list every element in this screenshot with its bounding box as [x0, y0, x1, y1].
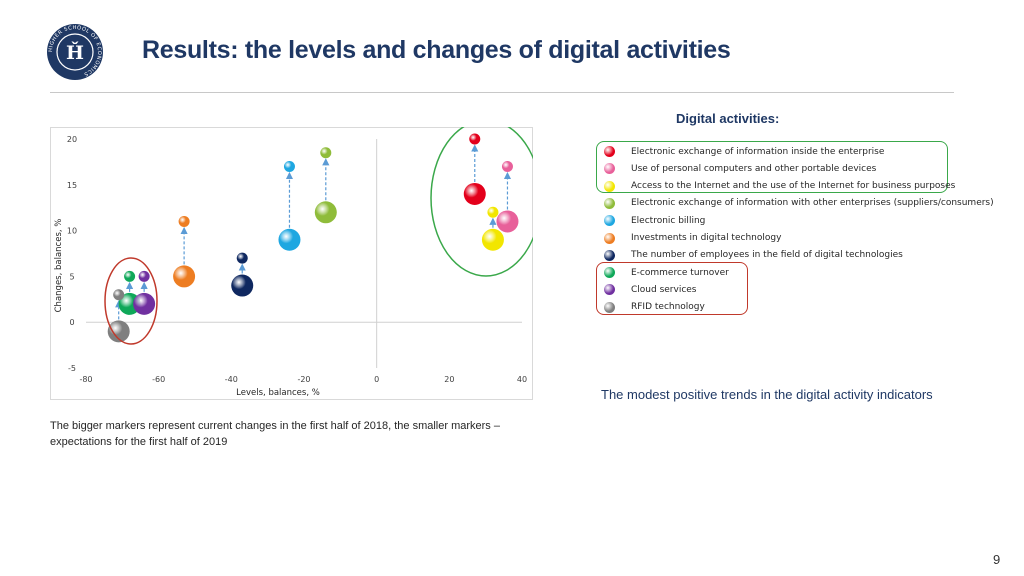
- legend-marker: [604, 267, 615, 279]
- svg-text:Ȟ: Ȟ: [66, 41, 84, 64]
- y-tick-label: 10: [67, 227, 77, 236]
- legend-marker: [604, 301, 615, 313]
- y-tick-label: 15: [67, 181, 77, 190]
- legend-label: Electronic exchange of information with …: [631, 198, 994, 209]
- legend-item: Use of personal computers and other port…: [604, 160, 1004, 177]
- scatter-chart: -80 -60 -40 -20 0 20 40 -5 0 5 10 15 20 Levels, balan…: [54, 127, 533, 398]
- current-marker: [314, 201, 337, 224]
- expected-marker: [469, 133, 481, 145]
- expected-marker: [113, 289, 125, 301]
- trend-note: The modest positive trends in the digita…: [601, 387, 933, 402]
- current-marker: [173, 265, 196, 288]
- legend-marker: [604, 284, 615, 296]
- expected-marker: [487, 206, 499, 218]
- highlight-ellipse-red: [104, 257, 158, 345]
- current-marker: [463, 182, 486, 205]
- y-tick-label: -5: [68, 364, 76, 373]
- legend-marker: [604, 197, 615, 209]
- legend-marker: [604, 180, 615, 192]
- legend-item: Access to the Internet and the use of th…: [604, 178, 1004, 195]
- expected-marker: [320, 147, 332, 159]
- current-marker: [107, 320, 130, 343]
- legend-item: Investments in digital technology: [604, 230, 1004, 247]
- legend-item: The number of employees in the field of …: [604, 247, 1004, 264]
- legend-label: The number of employees in the field of …: [631, 250, 903, 261]
- y-tick-label: 0: [69, 318, 74, 327]
- current-marker: [133, 292, 156, 315]
- current-marker: [231, 274, 254, 297]
- legend-item: Electronic exchange of information insid…: [604, 143, 1004, 160]
- x-tick-label: 20: [444, 375, 454, 384]
- legend-label: Access to the Internet and the use of th…: [631, 181, 956, 192]
- legend-group-box-top: [596, 141, 948, 193]
- page-number: 9: [993, 552, 1001, 567]
- expected-marker: [138, 270, 150, 282]
- x-tick-label: 0: [374, 375, 379, 384]
- legend-item: Electronic billing: [604, 212, 1004, 229]
- current-marker: [278, 228, 301, 251]
- expected-marker: [178, 215, 190, 227]
- x-tick-label: 40: [517, 375, 527, 384]
- legend-label: Investments in digital technology: [631, 233, 782, 243]
- legend-label: E-commerce turnover: [631, 267, 729, 278]
- y-tick-label: 20: [67, 135, 77, 144]
- legend-item: Cloud services: [604, 281, 1004, 298]
- legend-item: RFID technology: [604, 299, 1004, 316]
- header-divider: [50, 92, 954, 93]
- legend-label: Cloud services: [631, 284, 697, 295]
- x-tick-label: -20: [297, 375, 310, 384]
- x-tick-label: -60: [152, 375, 165, 384]
- x-tick-label: -40: [225, 375, 238, 384]
- legend-label: Electronic exchange of information insid…: [631, 146, 885, 157]
- expected-marker: [283, 160, 295, 172]
- legend-label: Use of personal computers and other port…: [631, 163, 877, 174]
- x-tick-label: -80: [79, 375, 92, 384]
- expected-marker: [124, 270, 136, 282]
- current-marker: [496, 210, 519, 233]
- page-title: Results: the levels and changes of digit…: [142, 36, 731, 64]
- legend-item: Electronic exchange of information with …: [604, 195, 1004, 212]
- legend-label: Electronic billing: [631, 215, 706, 226]
- expected-marker: [501, 160, 513, 172]
- y-tick-label: 5: [69, 272, 74, 281]
- current-marker: [481, 228, 504, 251]
- legend-marker: [604, 163, 615, 175]
- legend-label: RFID technology: [631, 302, 705, 313]
- legend-marker: [604, 215, 615, 227]
- highlight-ellipse-green: [430, 127, 533, 277]
- legend-marker: [604, 232, 615, 244]
- legend-group-box-bottom: [596, 262, 748, 315]
- x-axis-label: Levels, balances, %: [236, 388, 320, 398]
- y-axis-label: Changes, balances, %: [54, 219, 64, 313]
- legend-title: Digital activities:: [676, 111, 780, 126]
- expected-marker: [236, 252, 248, 264]
- legend-marker: [604, 146, 615, 157]
- legend-item: E-commerce turnover: [604, 264, 1004, 281]
- chart-frame: [50, 127, 533, 400]
- legend-marker: [604, 249, 615, 261]
- hse-logo: HIGHER SCHOOL OF ECONOMICS Ȟ: [47, 24, 103, 80]
- chart-caption: The bigger markers represent current cha…: [50, 420, 500, 448]
